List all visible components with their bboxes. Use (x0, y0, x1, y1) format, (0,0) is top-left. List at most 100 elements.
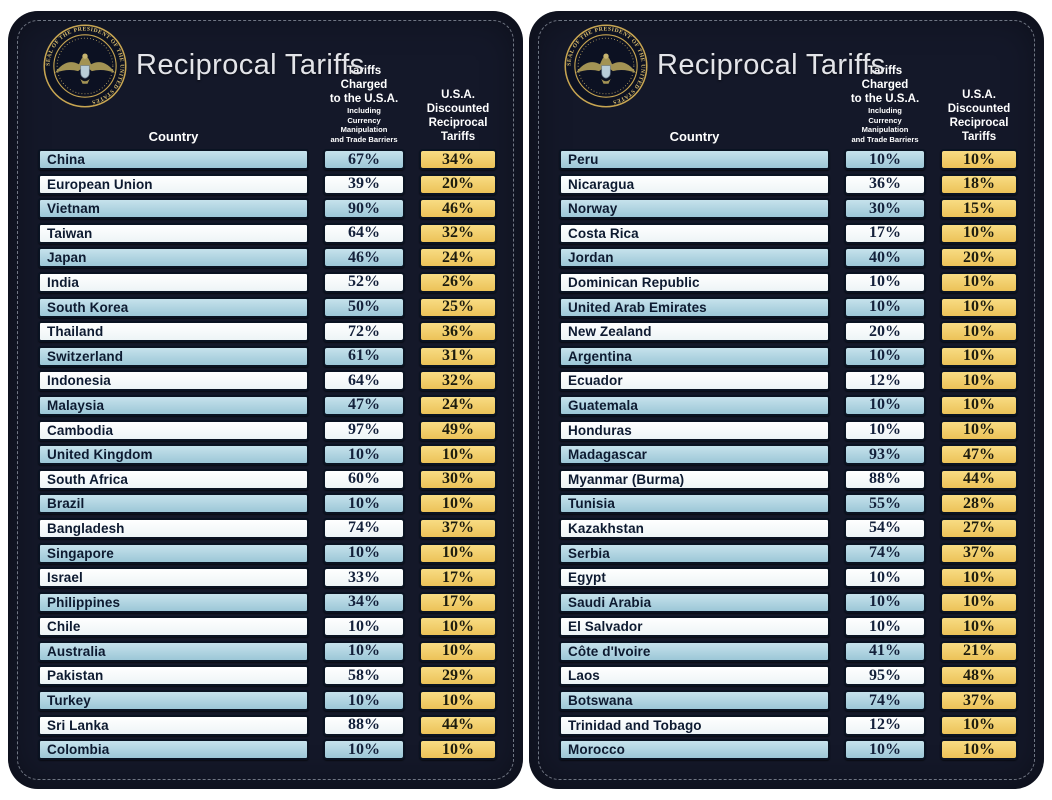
discounted-tariff-cell: 17% (419, 567, 497, 589)
seal-eagle-icon (54, 53, 116, 84)
table-row: Myanmar (Burma) 88% 44% (559, 468, 1018, 490)
tariff-charged-cell: 12% (844, 370, 926, 392)
tariff-charged-cell: 40% (844, 247, 926, 269)
table-row: Dominican Republic 10% 10% (559, 271, 1018, 293)
table-row: Cambodia 97% 49% (38, 419, 497, 441)
discounted-column-header: U.S.A. Discounted Reciprocal Tariffs (419, 88, 497, 147)
discounted-tariff-cell: 15% (940, 198, 1018, 220)
discounted-tariff-cell: 10% (419, 493, 497, 515)
table-row: South Korea 50% 25% (38, 296, 497, 318)
table-row: Japan 46% 24% (38, 247, 497, 269)
country-cell: Myanmar (Burma) (559, 468, 830, 490)
tariff-charged-cell: 10% (844, 296, 926, 318)
table-row: Colombia 10% 10% (38, 739, 497, 761)
tariff-charged-cell: 30% (844, 198, 926, 220)
tariff-charged-cell: 10% (844, 739, 926, 761)
table-row: South Africa 60% 30% (38, 468, 497, 490)
discounted-tariff-cell: 10% (940, 739, 1018, 761)
table-row: United Kingdom 10% 10% (38, 444, 497, 466)
table-row: Peru 10% 10% (559, 149, 1018, 170)
tariff-charged-cell: 33% (323, 567, 405, 589)
table-row: Tunisia 55% 28% (559, 493, 1018, 515)
discounted-tariff-cell: 10% (940, 149, 1018, 170)
country-cell: El Salvador (559, 616, 830, 638)
discounted-tariff-cell: 37% (940, 690, 1018, 712)
country-cell: Nicaragua (559, 173, 830, 195)
discounted-column-header: U.S.A. Discounted Reciprocal Tariffs (940, 88, 1018, 147)
charged-header-line1: Tariffs Charged (340, 65, 388, 91)
tariff-charged-cell: 90% (323, 198, 405, 220)
tariff-charged-cell: 36% (844, 173, 926, 195)
tariff-charged-cell: 55% (844, 493, 926, 515)
discounted-tariff-cell: 29% (419, 665, 497, 687)
discounted-tariff-cell: 10% (419, 444, 497, 466)
board-title: Reciprocal Tariffs (136, 49, 365, 81)
country-cell: Morocco (559, 739, 830, 761)
discounted-tariff-cell: 27% (940, 517, 1018, 539)
country-cell: United Arab Emirates (559, 296, 830, 318)
country-cell: United Kingdom (38, 444, 309, 466)
discounted-tariff-cell: 49% (419, 419, 497, 441)
tariffs-charged-column-header: Tariffs Charged to the U.S.A. Including … (323, 65, 405, 147)
discounted-tariff-cell: 25% (419, 296, 497, 318)
table-row: El Salvador 10% 10% (559, 616, 1018, 638)
country-cell: Philippines (38, 591, 309, 613)
country-cell: South Africa (38, 468, 309, 490)
discounted-tariff-cell: 32% (419, 370, 497, 392)
country-cell: Saudi Arabia (559, 591, 830, 613)
tariffs-charged-column-header: Tariffs Charged to the U.S.A. Including … (844, 65, 926, 147)
discounted-tariff-cell: 10% (940, 370, 1018, 392)
country-cell: European Union (38, 173, 309, 195)
discounted-tariff-cell: 46% (419, 198, 497, 220)
seal-eagle-icon (575, 53, 637, 84)
discounted-tariff-cell: 10% (940, 271, 1018, 293)
tariff-charged-cell: 10% (844, 567, 926, 589)
table-row: Brazil 10% 10% (38, 493, 497, 515)
table-row: Taiwan 64% 32% (38, 222, 497, 244)
tariff-charged-cell: 10% (323, 690, 405, 712)
table-row: Argentina 10% 10% (559, 345, 1018, 367)
tariff-charged-cell: 52% (323, 271, 405, 293)
tariff-charged-cell: 97% (323, 419, 405, 441)
country-cell: Bangladesh (38, 517, 309, 539)
discounted-tariff-cell: 32% (419, 222, 497, 244)
tariff-charged-cell: 10% (323, 616, 405, 638)
discounted-tariff-cell: 30% (419, 468, 497, 490)
discounted-header-line1: U.S.A. Discounted (426, 88, 490, 115)
country-cell: Kazakhstan (559, 517, 830, 539)
panel-header: SEAL OF THE PRESIDENT OF THE UNITED STAT… (38, 21, 497, 147)
table-row: Pakistan 58% 29% (38, 665, 497, 687)
tariff-charged-cell: 10% (844, 591, 926, 613)
tariff-board-panel: SEAL OF THE PRESIDENT OF THE UNITED STAT… (529, 11, 1044, 789)
tariff-charged-cell: 39% (323, 173, 405, 195)
discounted-tariff-cell: 47% (940, 444, 1018, 466)
discounted-tariff-cell: 18% (940, 173, 1018, 195)
table-row: Honduras 10% 10% (559, 419, 1018, 441)
discounted-tariff-cell: 44% (419, 714, 497, 736)
table-row: Switzerland 61% 31% (38, 345, 497, 367)
discounted-header-line1: U.S.A. Discounted (947, 88, 1011, 115)
country-cell: New Zealand (559, 321, 830, 343)
discounted-tariff-cell: 36% (419, 321, 497, 343)
table-row: Turkey 10% 10% (38, 690, 497, 712)
tariff-charged-cell: 10% (844, 149, 926, 170)
charged-header-sub2: Currency Manipulation (861, 115, 909, 135)
table-row: Guatemala 10% 10% (559, 394, 1018, 416)
table-row: Bangladesh 74% 37% (38, 517, 497, 539)
table-row: Morocco 10% 10% (559, 739, 1018, 761)
tariff-charged-cell: 74% (844, 542, 926, 564)
discounted-tariff-cell: 31% (419, 345, 497, 367)
tariff-charged-cell: 17% (844, 222, 926, 244)
country-cell: Jordan (559, 247, 830, 269)
tariff-table: China 67% 34% European Union 39% 20% Vie… (38, 149, 497, 761)
table-row: Chile 10% 10% (38, 616, 497, 638)
table-row: Trinidad and Tobago 12% 10% (559, 714, 1018, 736)
tariff-charged-cell: 10% (844, 394, 926, 416)
tariff-charged-cell: 74% (323, 517, 405, 539)
discounted-tariff-cell: 44% (940, 468, 1018, 490)
country-cell: Indonesia (38, 370, 309, 392)
tariff-charged-cell: 10% (323, 444, 405, 466)
table-row: Costa Rica 17% 10% (559, 222, 1018, 244)
discounted-tariff-cell: 10% (940, 591, 1018, 613)
country-cell: Tunisia (559, 493, 830, 515)
